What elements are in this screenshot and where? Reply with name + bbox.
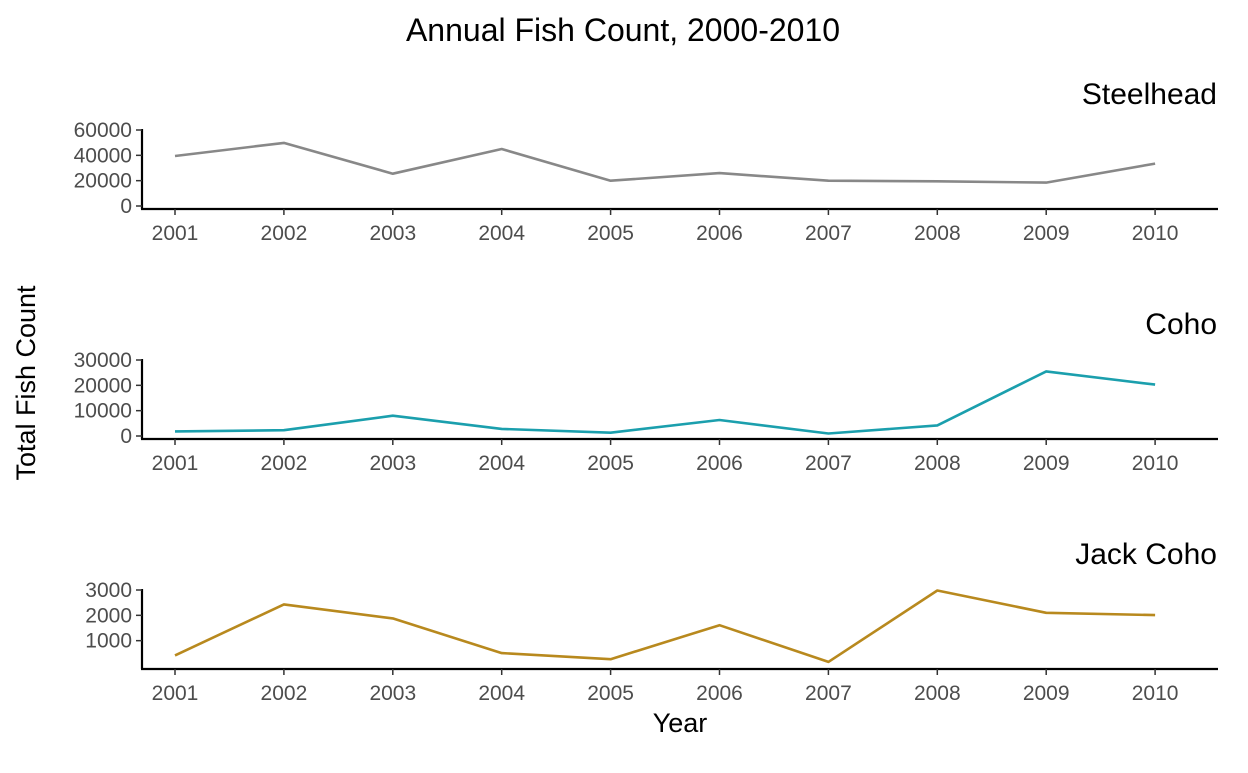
panel-title-jack-coho: Jack Coho	[1075, 538, 1217, 571]
y-tick-label-jack-coho: 1000	[85, 630, 132, 653]
y-tick-label-coho: 20000	[74, 374, 132, 397]
y-tick-label-steelhead: 20000	[74, 170, 132, 193]
series-line-coho	[174, 370, 1156, 435]
x-tick-label-coho: 2006	[696, 452, 743, 475]
x-tick-label-jack-coho: 2006	[696, 682, 743, 705]
x-tick-label-coho: 2010	[1132, 452, 1179, 475]
x-tick-label-coho: 2009	[1023, 452, 1070, 475]
y-tick-label-steelhead: 40000	[74, 144, 132, 167]
y-tick-label-coho: 0	[120, 425, 132, 448]
x-tick-label-jack-coho: 2007	[805, 682, 852, 705]
x-tick-label-steelhead: 2009	[1023, 222, 1070, 245]
x-tick-label-jack-coho: 2005	[587, 682, 634, 705]
x-tick-label-jack-coho: 2002	[261, 682, 308, 705]
x-tick-label-steelhead: 2007	[805, 222, 852, 245]
x-tick-label-coho: 2003	[369, 452, 416, 475]
panel-title-coho: Coho	[1145, 308, 1217, 341]
x-tick-label-jack-coho: 2010	[1132, 682, 1179, 705]
x-tick-label-coho: 2002	[261, 452, 308, 475]
x-tick-label-steelhead: 2008	[914, 222, 961, 245]
x-tick-label-jack-coho: 2003	[369, 682, 416, 705]
y-tick-label-coho: 30000	[74, 349, 132, 372]
series-line-jack-coho	[174, 589, 1156, 664]
chart-title: Annual Fish Count, 2000-2010	[406, 12, 840, 48]
x-tick-label-coho: 2004	[478, 452, 525, 475]
x-tick-label-steelhead: 2002	[261, 222, 308, 245]
series-line-steelhead	[174, 141, 1156, 184]
x-tick-label-jack-coho: 2001	[152, 682, 199, 705]
x-tick-label-jack-coho: 2008	[914, 682, 961, 705]
x-tick-label-steelhead: 2001	[152, 222, 199, 245]
y-tick-label-steelhead: 0	[120, 195, 132, 218]
x-axis-title: Year	[653, 708, 708, 738]
y-axis-title: Total Fish Count	[11, 285, 41, 481]
x-tick-label-coho: 2007	[805, 452, 852, 475]
y-tick-label-coho: 10000	[74, 400, 132, 423]
x-tick-label-steelhead: 2003	[369, 222, 416, 245]
x-tick-label-steelhead: 2010	[1132, 222, 1179, 245]
y-tick-label-steelhead: 60000	[74, 119, 132, 142]
panel-title-steelhead: Steelhead	[1082, 78, 1217, 111]
x-tick-label-coho: 2008	[914, 452, 961, 475]
x-tick-label-jack-coho: 2004	[478, 682, 525, 705]
x-tick-label-steelhead: 2006	[696, 222, 743, 245]
x-tick-label-steelhead: 2004	[478, 222, 525, 245]
x-tick-label-coho: 2005	[587, 452, 634, 475]
x-tick-label-jack-coho: 2009	[1023, 682, 1070, 705]
y-tick-label-jack-coho: 2000	[85, 604, 132, 627]
x-tick-label-steelhead: 2005	[587, 222, 634, 245]
y-tick-label-jack-coho: 3000	[85, 579, 132, 602]
x-tick-label-coho: 2001	[152, 452, 199, 475]
